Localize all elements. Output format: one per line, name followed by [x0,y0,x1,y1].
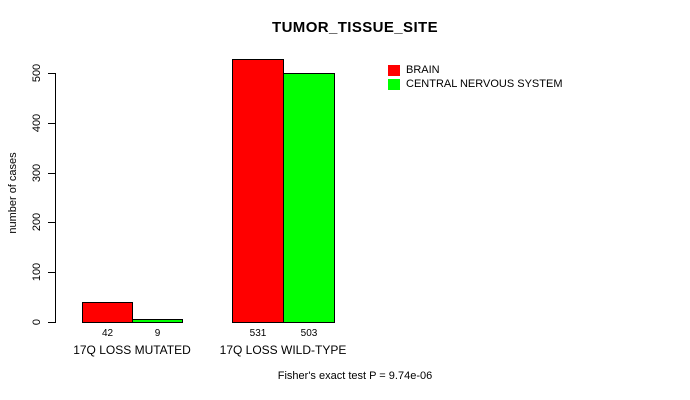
legend: BRAIN CENTRAL NERVOUS SYSTEM [388,63,562,91]
y-axis-label: number of cases [7,152,19,234]
y-axis-tick [48,173,55,174]
y-axis-tick [48,222,55,223]
bar-value-label: 503 [300,328,318,339]
bar-value-label: 9 [154,328,161,339]
y-axis-tick [48,123,55,124]
legend-swatch-central-nervous-system [388,78,400,90]
y-axis-tick [48,322,55,323]
bar-brain-17q-loss-wild-type [232,59,284,323]
category-label-17q-loss-mutated: 17Q LOSS MUTATED [73,343,191,357]
bar-value-label: 531 [249,328,267,339]
y-axis-tick-label: 400 [31,113,43,133]
annotation-fisher-test: Fisher's exact test P = 9.74e-06 [277,370,433,382]
bar-cns-17q-loss-wild-type [283,73,335,323]
legend-swatch-brain [388,64,400,76]
bar-brain-17q-loss-mutated [82,302,133,323]
y-axis-tick-label: 0 [31,318,43,326]
y-axis-tick [48,73,55,74]
legend-label-brain: BRAIN [406,64,440,76]
legend-label-central-nervous-system: CENTRAL NERVOUS SYSTEM [406,78,563,90]
y-axis-tick [48,272,55,273]
y-axis-tick-label: 300 [31,163,43,183]
y-axis-tick-label: 100 [31,262,43,282]
bar-cns-17q-loss-mutated [132,319,183,323]
y-axis-tick-label: 500 [31,63,43,83]
category-label-17q-loss-wild-type: 17Q LOSS WILD-TYPE [219,343,347,357]
y-axis [55,73,56,323]
y-axis-tick-label: 200 [31,212,43,232]
bar-value-label: 42 [101,328,114,339]
legend-item-central-nervous-system: CENTRAL NERVOUS SYSTEM [388,77,562,91]
legend-item-brain: BRAIN [388,63,562,77]
chart-title: TUMOR_TISSUE_SITE [272,19,438,36]
